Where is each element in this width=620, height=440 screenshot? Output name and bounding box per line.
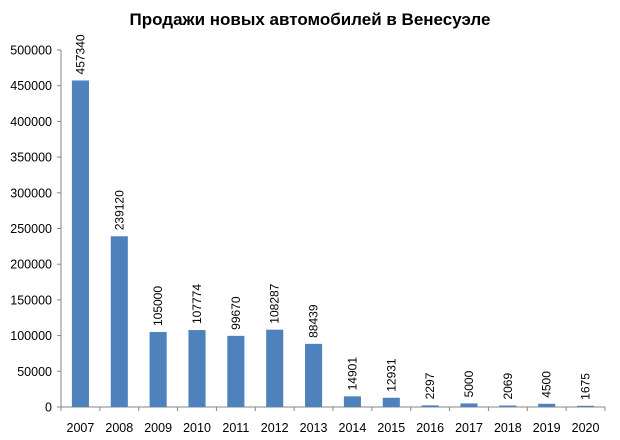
- y-tick-label: 100000: [10, 329, 52, 343]
- x-tick-label: 2010: [183, 421, 211, 435]
- y-tick-label: 500000: [10, 44, 52, 58]
- data-label-2010: 107774: [190, 284, 204, 324]
- data-label-2017: 5000: [462, 370, 476, 397]
- x-tick-label: 2018: [494, 421, 522, 435]
- x-tick-label: 2007: [67, 421, 95, 435]
- data-label-2016: 2297: [423, 372, 437, 399]
- data-label-2020: 1675: [579, 373, 593, 400]
- x-tick-label: 2008: [105, 421, 133, 435]
- chart-title: Продажи новых автомобилей в Венесуэле: [129, 10, 491, 29]
- y-tick-label: 200000: [10, 258, 52, 272]
- bar-2019: [538, 403, 556, 407]
- y-tick-label: 300000: [10, 186, 52, 200]
- x-tick-label: 2012: [261, 421, 289, 435]
- data-label-2018: 2069: [501, 373, 515, 400]
- data-label-2007: 457340: [73, 34, 87, 74]
- data-label-2019: 4500: [540, 371, 554, 398]
- data-label-2012: 108287: [268, 283, 282, 323]
- bar-2012: [266, 329, 284, 407]
- bar-2015: [382, 397, 400, 407]
- bar-2008: [110, 236, 128, 407]
- data-label-2015: 12931: [384, 358, 398, 392]
- x-tick-label: 2017: [455, 421, 483, 435]
- bar-2018: [499, 405, 517, 407]
- data-label-2013: 88439: [307, 304, 321, 338]
- y-tick-label: 400000: [10, 115, 52, 129]
- data-labels: 457340 239120 105000 107774 99670 108287 88439…: [73, 34, 592, 400]
- x-tick-label: 2015: [377, 421, 405, 435]
- bar-2020: [577, 405, 595, 407]
- y-tick-label: 0: [45, 401, 52, 415]
- data-label-2008: 239120: [112, 190, 126, 230]
- x-tick-label: 2011: [222, 421, 249, 435]
- x-tick-label: 2014: [339, 421, 367, 435]
- y-tick-label: 450000: [10, 79, 52, 93]
- x-tick-label: 2009: [144, 421, 172, 435]
- bar-2017: [460, 403, 478, 407]
- y-tick-label: 250000: [10, 222, 52, 236]
- bar-2013: [305, 343, 323, 407]
- bar-2016: [421, 405, 439, 407]
- y-tick-label: 50000: [17, 365, 52, 379]
- data-label-2011: 99670: [229, 296, 243, 330]
- y-tick-label: 150000: [10, 293, 52, 307]
- bar-2010: [188, 330, 206, 407]
- bar-2011: [227, 335, 245, 407]
- x-tick-label: 2013: [300, 421, 328, 435]
- data-label-2009: 105000: [151, 286, 165, 326]
- x-tick-label: 2016: [416, 421, 444, 435]
- x-tick-label: 2019: [533, 421, 561, 435]
- x-tick-label: 2020: [572, 421, 600, 435]
- bar-2014: [343, 396, 361, 407]
- bars-group: [71, 80, 595, 408]
- axes: [57, 49, 606, 411]
- x-axis-labels: 2007 2008 2009 2010 2011 2012 2013 2014 2015 2016…: [67, 421, 600, 435]
- bar-2007: [71, 80, 89, 408]
- data-label-2014: 14901: [345, 357, 359, 391]
- y-axis-labels: 0 50000 100000 150000 200000 250000 300000 3500…: [10, 44, 52, 415]
- y-tick-label: 350000: [10, 151, 52, 165]
- bar-2009: [149, 332, 167, 407]
